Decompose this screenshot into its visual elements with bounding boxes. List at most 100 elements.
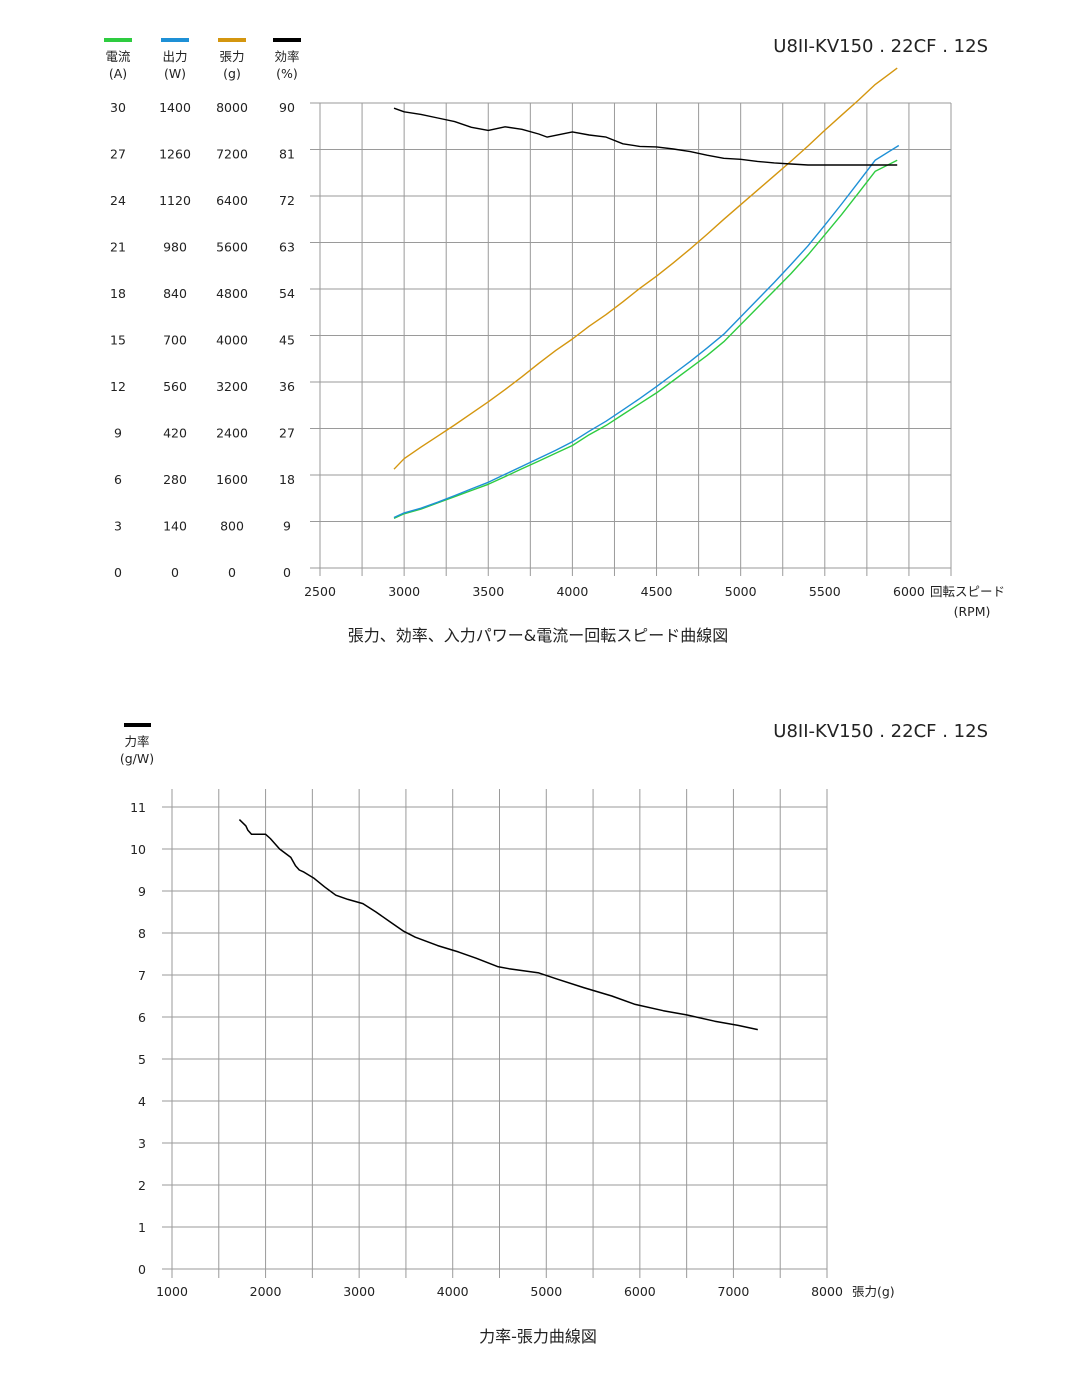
y-tick-label: 840 (163, 286, 187, 301)
y-tick-label: 90 (279, 100, 295, 115)
chart-2-y-tick-labels: 0 1 2 3 4 5 6 7 8 9 10 11 (130, 800, 146, 1277)
chart-1-x-tick-labels: 2500 3000 3500 4000 4500 5000 5500 6000 (304, 584, 925, 599)
y-tick-label: 18 (110, 286, 126, 301)
y-tick-label: 27 (279, 426, 295, 441)
y-tick-label: 4 (138, 1094, 146, 1109)
chart-1-x-axis-unit: (RPM) (954, 604, 991, 619)
y-tick-label: 1120 (159, 193, 191, 208)
y-tick-label: 8 (138, 926, 146, 941)
x-tick-label: 3500 (472, 584, 504, 599)
x-tick-label: 8000 (811, 1284, 843, 1299)
x-tick-label: 1000 (156, 1284, 188, 1299)
series-line-4 (393, 107, 898, 166)
y-tick-label: 3 (138, 1136, 146, 1151)
y-tick-label: 15 (110, 333, 126, 348)
y-tick-label: 6 (138, 1010, 146, 1025)
y-tick-label: 54 (279, 286, 295, 301)
y-tick-label: 2400 (216, 426, 248, 441)
chart-2-series (238, 819, 758, 1031)
chart-2-x-axis-label: 張力(g) (852, 1284, 895, 1299)
y-tick-label: 21 (110, 240, 126, 255)
x-tick-label: 5500 (809, 584, 841, 599)
y-tick-label: 9 (283, 519, 291, 534)
x-tick-label: 4500 (641, 584, 673, 599)
y-tick-label: 0 (283, 565, 291, 580)
y-tick-label: 980 (163, 240, 187, 255)
y-tick-label: 72 (279, 193, 295, 208)
y-tick-label: 10 (130, 842, 146, 857)
y-tick-label: 800 (220, 519, 244, 534)
legend-name-1: 電流 (105, 49, 131, 64)
chart-2-legend-unit: (g/W) (120, 751, 154, 766)
y-tick-label: 24 (110, 193, 126, 208)
legend-unit-3: (g) (223, 66, 241, 81)
x-tick-label: 2000 (250, 1284, 282, 1299)
chart-2: U8II-KV150 . 22CF . 12S 力率 (g/W) 0 1 2 3 4 5 6… (120, 721, 988, 1346)
y-tick-label: 140 (163, 519, 187, 534)
legend-unit-1: (A) (109, 66, 127, 81)
chart-2-x-tick-labels: 1000 2000 3000 4000 5000 6000 7000 8000 (156, 1284, 843, 1299)
chart-2-grid (162, 789, 828, 1278)
y-tick-label: 1400 (159, 100, 191, 115)
legend-swatch-3 (218, 38, 246, 42)
x-tick-label: 4000 (437, 1284, 469, 1299)
chart-1-series (393, 67, 900, 520)
chart-2-legend-swatch (124, 723, 151, 727)
chart-1-model: U8II-KV150 . 22CF . 12S (773, 36, 988, 57)
y-tick-label: 12 (110, 379, 126, 394)
y-tick-label: 6 (114, 472, 122, 487)
y-tick-label: 1260 (159, 147, 191, 162)
y-tick-label: 420 (163, 426, 187, 441)
x-tick-label: 5000 (725, 584, 757, 599)
x-tick-label: 2500 (304, 584, 336, 599)
chart-1-y-tick-labels: 0369121518212427300140280420560700840980… (110, 100, 295, 580)
series-line-1 (393, 159, 898, 520)
y-tick-label: 63 (279, 240, 295, 255)
y-tick-label: 700 (163, 333, 187, 348)
chart-1-legend: 電流 (A) 出力 (W) 張力 (g) 効率 (%) (104, 38, 301, 81)
y-tick-label: 81 (279, 147, 295, 162)
legend-swatch-1 (104, 38, 132, 42)
y-tick-label: 9 (114, 426, 122, 441)
chart-1-grid (310, 102, 952, 576)
y-tick-label: 0 (171, 565, 179, 580)
y-tick-label: 5 (138, 1052, 146, 1067)
y-tick-label: 11 (130, 800, 146, 815)
y-tick-label: 36 (279, 379, 295, 394)
y-tick-label: 8000 (216, 100, 248, 115)
y-tick-label: 0 (114, 565, 122, 580)
y-tick-label: 30 (110, 100, 126, 115)
x-tick-label: 4000 (556, 584, 588, 599)
chart-1-x-axis-label: 回転スピード (930, 584, 1005, 599)
legend-name-3: 張力 (219, 49, 244, 64)
legend-unit-4: (%) (276, 66, 298, 81)
y-tick-label: 7 (138, 968, 146, 983)
y-tick-label: 0 (138, 1262, 146, 1277)
x-tick-label: 6000 (624, 1284, 656, 1299)
chart-1: U8II-KV150 . 22CF . 12S 電流 (A) 出力 (W) 張力 (g) 効… (104, 36, 1005, 645)
y-tick-label: 4000 (216, 333, 248, 348)
y-tick-label: 1 (138, 1220, 146, 1235)
legend-unit-2: (W) (164, 66, 186, 81)
chart-2-model: U8II-KV150 . 22CF . 12S (773, 721, 988, 742)
legend-swatch-2 (161, 38, 189, 42)
x-tick-label: 7000 (718, 1284, 750, 1299)
y-tick-label: 5600 (216, 240, 248, 255)
x-tick-label: 6000 (893, 584, 925, 599)
y-tick-label: 7200 (216, 147, 248, 162)
legend-name-2: 出力 (162, 49, 187, 64)
y-tick-label: 560 (163, 379, 187, 394)
chart-2-legend-name: 力率 (124, 734, 149, 749)
y-tick-label: 1600 (216, 472, 248, 487)
efficiency-line (238, 819, 758, 1031)
x-tick-label: 3000 (343, 1284, 375, 1299)
legend-swatch-4 (273, 38, 301, 42)
y-tick-label: 45 (279, 333, 295, 348)
chart-2-title: 力率-張力曲線図 (479, 1327, 597, 1346)
y-tick-label: 18 (279, 472, 295, 487)
y-tick-label: 3 (114, 519, 122, 534)
series-line-3 (393, 67, 898, 470)
legend-name-4: 効率 (274, 49, 299, 64)
y-tick-label: 9 (138, 884, 146, 899)
